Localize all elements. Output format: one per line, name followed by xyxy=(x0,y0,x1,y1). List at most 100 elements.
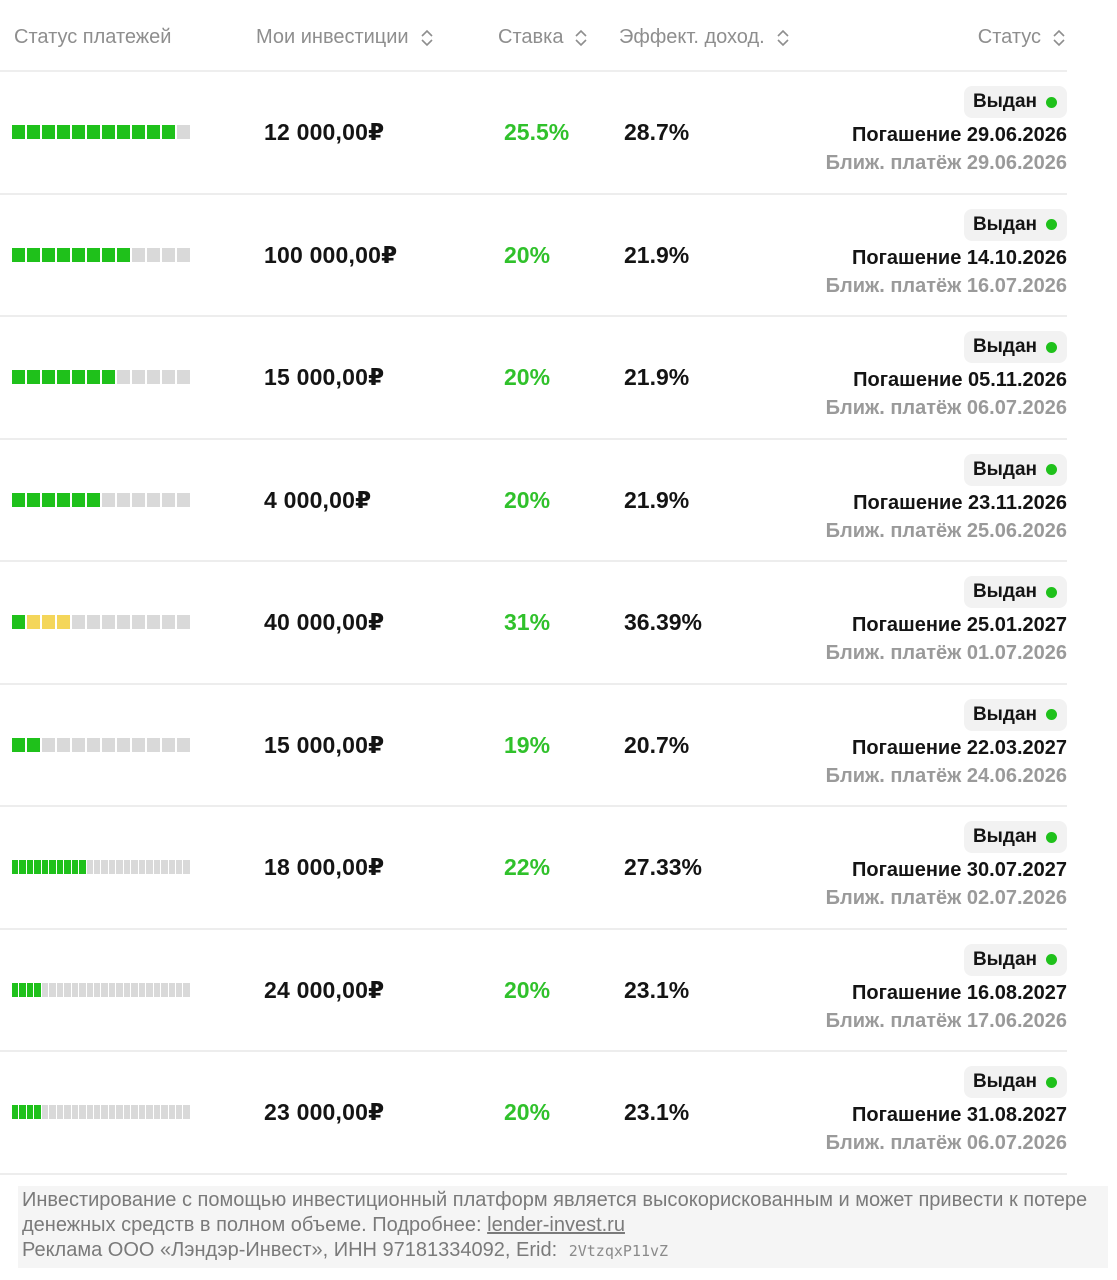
progress-segment xyxy=(108,1105,116,1119)
progress-segment xyxy=(12,125,25,139)
progress-segment xyxy=(101,860,108,874)
table-row[interactable]: 23 000,00₽ 20% 23.1% Выдан Погашение 31.08.2… xyxy=(0,1052,1067,1175)
status-block: Выдан Погашение 05.11.2026 Ближ. платёж 06… xyxy=(826,331,1067,420)
investment-amount: 40 000,00₽ xyxy=(264,609,385,635)
sort-icon[interactable] xyxy=(419,27,435,49)
progress-segment xyxy=(19,1105,26,1119)
progress-segment xyxy=(132,737,145,752)
progress-segment xyxy=(147,125,160,139)
progress-segment xyxy=(26,982,34,997)
progress-segment xyxy=(162,247,175,262)
progress-segment xyxy=(132,615,145,629)
progress-segment xyxy=(132,247,145,262)
sort-icon[interactable] xyxy=(1051,27,1067,49)
progress-segment xyxy=(153,982,161,997)
column-header-status[interactable]: Статус xyxy=(978,26,1067,49)
status-badge: Выдан xyxy=(963,86,1067,118)
progress-segment xyxy=(56,982,64,997)
progress-segment xyxy=(12,860,19,874)
progress-segment xyxy=(147,247,160,262)
status-label: Выдан xyxy=(972,336,1037,357)
status-label: Выдан xyxy=(972,91,1037,112)
progress-segment xyxy=(86,860,93,874)
disclaimer-link[interactable]: lender-invest.ru xyxy=(487,1214,625,1236)
table-row[interactable]: 40 000,00₽ 31% 36.39% Выдан Погашение 25.01.… xyxy=(0,562,1067,685)
progress-segment xyxy=(162,615,175,629)
effective-yield: 27.33% xyxy=(624,854,703,880)
progress-segment xyxy=(138,982,146,997)
progress-segment xyxy=(93,860,101,874)
progress-segment xyxy=(102,492,115,507)
progress-segment xyxy=(132,492,145,507)
progress-segment xyxy=(72,370,85,384)
table-row[interactable]: 12 000,00₽ 25.5% 28.7% Выдан Погашение 29.06… xyxy=(0,72,1067,195)
progress-segment xyxy=(87,737,100,752)
progress-segment xyxy=(117,125,130,139)
progress-segment xyxy=(131,1105,138,1119)
disclaimer-text: Инвестирование с помощью инвестиционный … xyxy=(22,1189,1088,1236)
payment-progress-bar xyxy=(12,125,190,139)
progress-segment xyxy=(138,1105,146,1119)
progress-segment xyxy=(42,737,55,752)
column-header-my-investments[interactable]: Мои инвестиции xyxy=(256,26,435,49)
progress-segment xyxy=(116,1105,123,1119)
progress-segment xyxy=(57,737,70,752)
progress-segment xyxy=(102,370,115,384)
sort-icon[interactable] xyxy=(775,27,791,49)
progress-segment xyxy=(123,982,131,997)
repayment-date: Погашение 30.07.2027 xyxy=(852,859,1067,881)
status-label: Выдан xyxy=(972,948,1037,970)
progress-segment xyxy=(26,860,34,874)
repayment-date: Погашение 05.11.2026 xyxy=(853,369,1067,391)
table-row[interactable]: 15 000,00₽ 20% 21.9% Выдан Погашение 05.11.2… xyxy=(0,317,1067,440)
status-block: Выдан Погашение 23.11.2026 Ближ. платёж 25… xyxy=(826,453,1067,543)
status-dot-icon xyxy=(1046,586,1057,598)
table-row[interactable]: 15 000,00₽ 19% 20.7% Выдан Погашение 22.03.2… xyxy=(0,685,1067,807)
progress-segment xyxy=(102,125,115,139)
progress-segment xyxy=(132,125,145,139)
progress-segment xyxy=(183,860,190,874)
column-header-rate[interactable]: Ставка xyxy=(498,26,589,49)
status-block: Выдан Погашение 30.07.2027 Ближ. платёж 02… xyxy=(826,821,1067,910)
progress-segment xyxy=(72,247,85,262)
investment-amount: 12 000,00₽ xyxy=(264,119,385,145)
progress-segment xyxy=(108,860,116,874)
status-badge: Выдан xyxy=(963,698,1067,731)
progress-segment xyxy=(34,860,41,874)
interest-rate: 19% xyxy=(504,731,551,758)
status-dot-icon xyxy=(1046,1076,1057,1088)
progress-segment xyxy=(57,247,70,262)
interest-rate: 20% xyxy=(504,241,551,268)
table-row[interactable]: 4 000,00₽ 20% 21.9% Выдан Погашение 23.11.20… xyxy=(0,440,1067,562)
effective-yield: 36.39% xyxy=(624,609,703,635)
progress-segment xyxy=(19,982,26,997)
table-row[interactable]: 100 000,00₽ 20% 21.9% Выдан Погашение 14.10.… xyxy=(0,195,1067,317)
effective-yield: 20.7% xyxy=(624,731,690,758)
status-badge: Выдан xyxy=(963,331,1067,363)
progress-segment xyxy=(177,492,190,507)
table-row[interactable]: 18 000,00₽ 22% 27.33% Выдан Погашение 30.07.… xyxy=(0,807,1067,930)
progress-segment xyxy=(86,982,93,997)
progress-segment xyxy=(102,247,115,262)
investment-amount: 24 000,00₽ xyxy=(264,976,385,1003)
progress-segment xyxy=(79,1105,86,1119)
progress-segment xyxy=(49,982,56,997)
payment-progress-bar xyxy=(12,982,190,997)
progress-segment xyxy=(183,1105,190,1119)
sort-icon[interactable] xyxy=(573,27,589,49)
progress-segment xyxy=(101,1105,108,1119)
effective-yield: 21.9% xyxy=(624,241,690,268)
table-row[interactable]: 24 000,00₽ 20% 23.1% Выдан Погашение 16.08.2… xyxy=(0,930,1067,1052)
progress-segment xyxy=(71,860,79,874)
next-payment-date: Ближ. платёж 06.07.2026 xyxy=(825,1132,1067,1154)
progress-segment xyxy=(162,737,175,752)
payment-progress-bar xyxy=(12,860,190,874)
progress-segment xyxy=(123,1105,131,1119)
progress-segment xyxy=(146,982,153,997)
effective-yield: 21.9% xyxy=(624,486,690,513)
payment-progress-bar xyxy=(12,492,190,507)
progress-segment xyxy=(147,737,160,752)
column-header-effective-yield[interactable]: Эффект. доход. xyxy=(619,26,791,49)
status-badge: Выдан xyxy=(963,943,1067,976)
progress-segment xyxy=(162,125,175,139)
